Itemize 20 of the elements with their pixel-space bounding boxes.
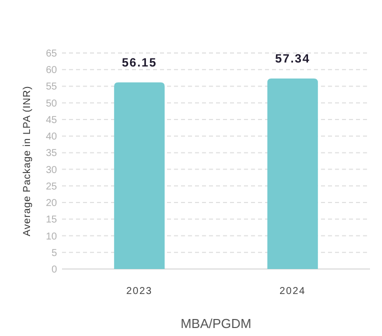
data-label: 56.15 xyxy=(122,55,157,70)
y-tick-label: 45 xyxy=(46,114,58,126)
y-tick-label: 55 xyxy=(46,82,58,93)
y-tick-label: 15 xyxy=(46,214,58,226)
x-tick-label: 2024 xyxy=(279,286,306,297)
y-tick-label: 30 xyxy=(46,164,58,176)
y-tick-label: 5 xyxy=(51,248,58,259)
y-tick-label: 50 xyxy=(46,98,58,110)
y-tick-label: 25 xyxy=(46,181,58,192)
y-tick-label: 35 xyxy=(46,148,58,160)
y-tick-label: 40 xyxy=(46,132,58,143)
x-axis-title: MBA/PGDM xyxy=(180,316,252,331)
y-tick-label: 20 xyxy=(46,198,58,210)
data-label: 57.34 xyxy=(275,51,310,66)
y-tick-label: 65 xyxy=(46,48,58,60)
x-tick-label: 2023 xyxy=(126,286,153,297)
y-tick-label: 10 xyxy=(46,231,58,242)
y-tick-label: 0 xyxy=(51,264,58,276)
y-axis-title: Average Package in LPA (INR) xyxy=(22,86,33,236)
y-tick-label: 60 xyxy=(46,65,58,76)
